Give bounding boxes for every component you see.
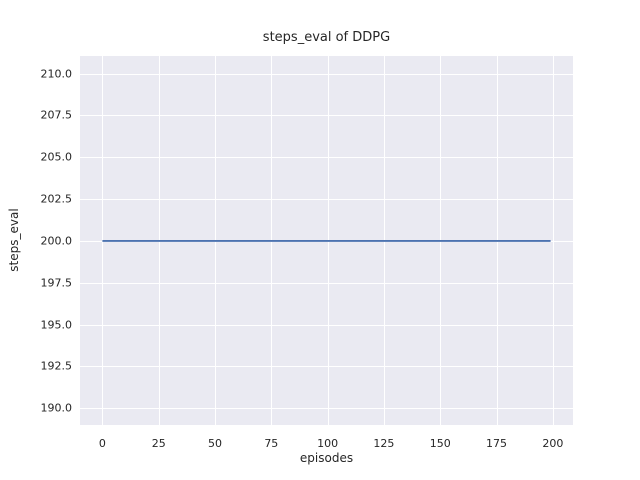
y-tick-label: 192.5: [40, 359, 73, 373]
gridline-horizontal: [80, 366, 573, 368]
x-tick-label: 25: [151, 437, 166, 450]
gridline-horizontal: [80, 240, 573, 242]
x-tick-label: 125: [373, 437, 395, 450]
gridline-horizontal: [80, 282, 573, 284]
gridline-horizontal: [80, 199, 573, 201]
gridline-vertical: [552, 56, 554, 425]
y-tick-label: 197.5: [40, 276, 73, 290]
y-tick-label: 210.0: [40, 67, 73, 81]
x-tick-label: 150: [429, 437, 451, 450]
gridline-horizontal: [80, 73, 573, 75]
y-tick-label: 195.0: [40, 318, 73, 332]
y-tick-label: 205.0: [40, 150, 73, 164]
y-tick-label: 190.0: [40, 401, 73, 415]
plot-area: [80, 56, 573, 425]
gridline-horizontal: [80, 324, 573, 326]
gridline-horizontal: [80, 157, 573, 159]
x-tick-label: 0: [98, 437, 106, 450]
y-tick-label: 207.5: [40, 108, 73, 122]
y-tick-label: 202.5: [40, 192, 73, 206]
gridline-horizontal: [80, 115, 573, 117]
chart-title: steps_eval of DDPG: [262, 30, 391, 45]
y-axis-label: steps_eval: [7, 208, 21, 272]
gridline-horizontal: [80, 408, 573, 410]
x-tick-label: 75: [264, 437, 279, 450]
x-tick-label: 175: [486, 437, 508, 450]
y-tick-label: 200.0: [40, 234, 73, 248]
x-tick-label: 200: [542, 437, 564, 450]
x-axis-label: episodes: [299, 451, 354, 465]
x-tick-label: 100: [317, 437, 339, 450]
x-tick-label: 50: [208, 437, 223, 450]
